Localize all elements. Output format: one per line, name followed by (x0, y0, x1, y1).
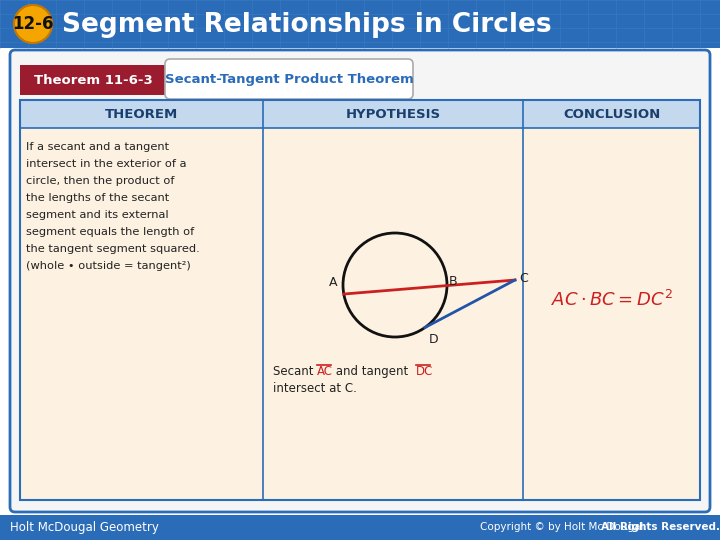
Text: intersect at C.: intersect at C. (273, 382, 357, 395)
Text: circle, then the product of: circle, then the product of (26, 176, 174, 186)
Text: and tangent: and tangent (332, 365, 412, 378)
Text: Secant: Secant (273, 365, 318, 378)
Text: $\mathit{AC} \cdot \mathit{BC} = \mathit{DC}^2$: $\mathit{AC} \cdot \mathit{BC} = \mathit… (551, 290, 672, 310)
Bar (20, 100, 700, 500)
Text: AC: AC (317, 365, 333, 378)
FancyBboxPatch shape (10, 50, 710, 512)
Text: D: D (429, 333, 438, 346)
Text: C: C (519, 272, 528, 285)
Text: A: A (329, 276, 338, 289)
Text: Secant-Tangent Product Theorem: Secant-Tangent Product Theorem (165, 72, 413, 85)
Text: Holt McDougal Geometry: Holt McDougal Geometry (10, 521, 159, 534)
FancyBboxPatch shape (165, 59, 413, 99)
Text: B: B (449, 275, 458, 288)
Text: DC: DC (416, 365, 433, 378)
Text: Copyright © by Holt Mc Dougal.: Copyright © by Holt Mc Dougal. (480, 522, 647, 532)
Text: (whole • outside = tangent²): (whole • outside = tangent²) (26, 261, 191, 271)
Text: Segment Relationships in Circles: Segment Relationships in Circles (62, 12, 552, 38)
Circle shape (14, 5, 52, 43)
Bar (20, 100, 700, 500)
Bar (0, 515, 720, 540)
Text: If a secant and a tangent: If a secant and a tangent (26, 142, 169, 152)
Text: Theorem 11-6-3: Theorem 11-6-3 (34, 73, 153, 86)
Text: All Rights Reserved.: All Rights Reserved. (601, 522, 720, 532)
Text: HYPOTHESIS: HYPOTHESIS (346, 107, 441, 120)
Bar (20, 100, 700, 128)
Text: segment equals the length of: segment equals the length of (26, 227, 194, 237)
Text: 12-6: 12-6 (12, 15, 54, 33)
Text: segment and its external: segment and its external (26, 210, 168, 220)
Text: the lengths of the secant: the lengths of the secant (26, 193, 169, 203)
Text: the tangent segment squared.: the tangent segment squared. (26, 244, 199, 254)
Text: THEOREM: THEOREM (105, 107, 178, 120)
Bar (0, 0, 720, 48)
Bar (20, 65, 165, 95)
Text: CONCLUSION: CONCLUSION (563, 107, 660, 120)
Text: intersect in the exterior of a: intersect in the exterior of a (26, 159, 186, 169)
